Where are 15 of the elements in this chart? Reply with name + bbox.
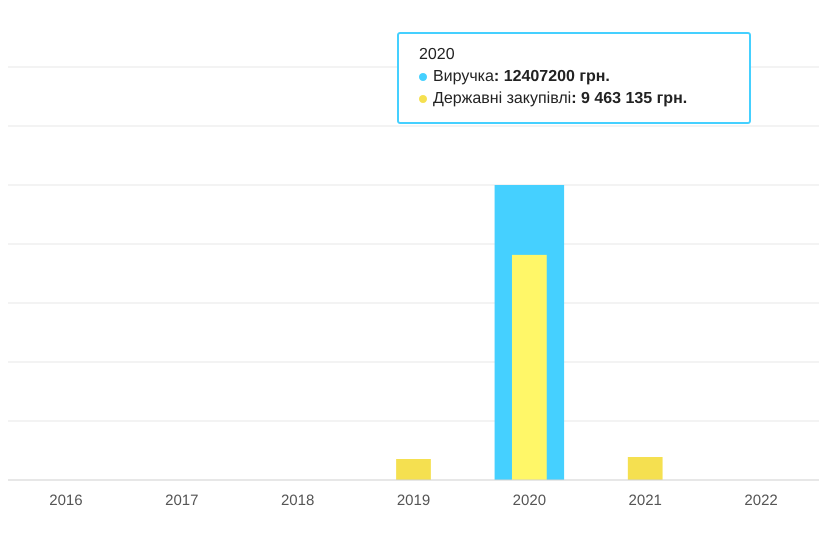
x-tick-label: 2021 — [628, 492, 662, 510]
bar — [396, 459, 431, 480]
legend-label: Виручка — [433, 68, 494, 85]
x-tick-label: 2016 — [49, 492, 83, 510]
x-tick-label: 2018 — [280, 492, 314, 510]
bar — [512, 254, 547, 480]
x-tick-label: 2020 — [512, 492, 546, 510]
text: : 9 463 135 грн. — [571, 90, 688, 107]
x-tick-label: 2022 — [744, 492, 778, 510]
legend-label: Державні закупівлі — [433, 90, 572, 107]
text: : 12407200 грн. — [494, 68, 610, 85]
bar — [628, 456, 663, 480]
x-tick-label: 2019 — [396, 492, 430, 510]
x-tick-label: 2017 — [165, 492, 198, 510]
text: 2020 — [419, 45, 456, 65]
